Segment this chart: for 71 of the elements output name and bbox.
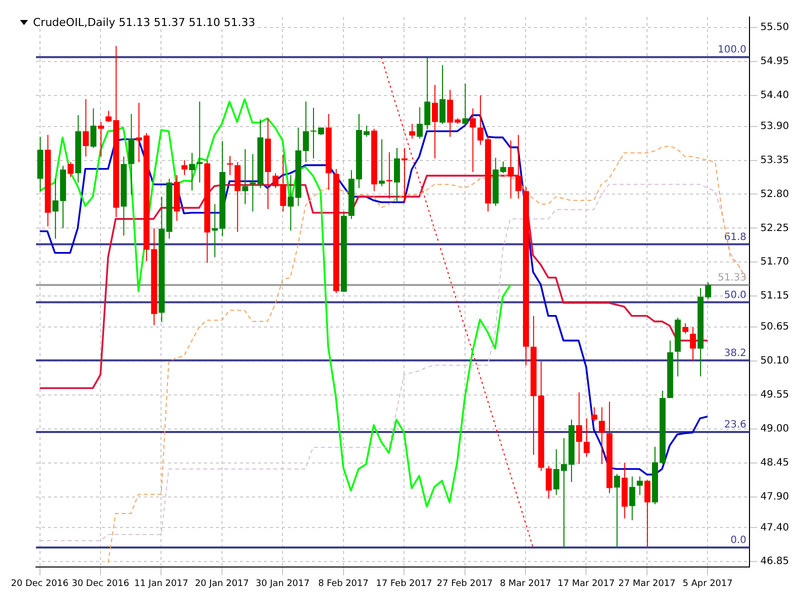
candlestick bbox=[378, 138, 385, 187]
y-tick-label: 53.90 bbox=[760, 120, 790, 132]
candlestick bbox=[470, 108, 476, 172]
candlestick bbox=[546, 465, 552, 500]
y-tick-label: 46.85 bbox=[760, 556, 790, 568]
x-tick-label: 27 Mar 2017 bbox=[618, 578, 676, 589]
x-tick-label: 20 Jan 2017 bbox=[194, 578, 249, 589]
candlestick bbox=[576, 392, 582, 465]
line-series bbox=[39, 184, 746, 542]
y-tick-label: 49.00 bbox=[760, 423, 790, 434]
line-series bbox=[108, 146, 746, 564]
y-tick-label: 50.65 bbox=[760, 322, 790, 333]
x-tick-label: 5 Apr 2017 bbox=[682, 578, 733, 589]
ref-line-label: 51.33 bbox=[718, 272, 746, 284]
candlestick bbox=[68, 162, 74, 178]
candlestick bbox=[508, 140, 514, 200]
candlestick bbox=[629, 476, 636, 521]
y-tick-label: 51.15 bbox=[760, 290, 790, 302]
annotation: 38.2 bbox=[724, 348, 746, 359]
candlestick bbox=[515, 134, 522, 200]
y-tick-label: 52.25 bbox=[760, 222, 790, 234]
annotation: 100.0 bbox=[718, 44, 746, 56]
candlestick bbox=[591, 406, 598, 422]
chart-title: CrudeOIL,Daily 51.13 51.37 51.10 51.33 bbox=[33, 16, 256, 29]
x-tick-label: 8 Mar 2017 bbox=[500, 578, 552, 589]
annotation: 0.0 bbox=[730, 535, 746, 546]
candlestick bbox=[432, 84, 438, 159]
y-tick-label: 52.80 bbox=[760, 188, 790, 200]
candlestick bbox=[690, 326, 696, 362]
candlestick bbox=[402, 147, 408, 203]
candlestick bbox=[598, 406, 605, 465]
candlestick bbox=[636, 476, 643, 496]
candlestick bbox=[682, 322, 688, 334]
candlestick bbox=[196, 101, 203, 183]
candlestick bbox=[386, 152, 392, 200]
y-tick-label: 48.45 bbox=[760, 457, 790, 468]
candlestick bbox=[440, 64, 446, 124]
y-tick-label: 47.40 bbox=[760, 522, 790, 534]
candlestick bbox=[424, 57, 430, 130]
candlestick bbox=[90, 108, 96, 148]
y-tick-label: 49.55 bbox=[760, 390, 790, 401]
annotation: 61.8 bbox=[724, 232, 746, 243]
candlestick bbox=[181, 160, 188, 176]
y-tick-label: 51.70 bbox=[760, 256, 790, 268]
x-tick-label: 8 Feb 2017 bbox=[318, 578, 368, 589]
candlestick bbox=[409, 123, 416, 140]
candlestick bbox=[82, 98, 89, 158]
y-tick-label: 55.50 bbox=[760, 22, 790, 34]
annotation: 50.0 bbox=[724, 290, 746, 301]
x-tick-label: 27 Feb 2017 bbox=[436, 578, 493, 589]
x-tick-label: 30 Dec 2016 bbox=[72, 578, 130, 589]
x-tick-label: 17 Feb 2017 bbox=[376, 578, 432, 589]
y-tick-label: 54.40 bbox=[760, 90, 790, 102]
candlestick bbox=[462, 83, 468, 126]
candlestick bbox=[584, 418, 590, 458]
y-tick-label: 47.90 bbox=[760, 491, 790, 502]
x-tick-label: 20 Dec 2016 bbox=[11, 578, 69, 589]
candlestick bbox=[614, 473, 620, 549]
candlestick bbox=[416, 106, 423, 140]
y-tick-label: 50.10 bbox=[760, 356, 790, 367]
candlestick bbox=[242, 148, 248, 205]
candlestick bbox=[98, 121, 104, 158]
candlestick bbox=[644, 480, 650, 549]
annotation: 23.6 bbox=[724, 420, 746, 431]
x-tick-label: 11 Jan 2017 bbox=[134, 578, 188, 589]
x-tick-label: 17 Mar 2017 bbox=[558, 578, 615, 589]
x-tick-label: 30 Jan 2017 bbox=[256, 578, 310, 589]
y-tick-label: 53.35 bbox=[760, 154, 790, 166]
candlestick bbox=[288, 174, 294, 232]
y-tick-label: 54.95 bbox=[760, 56, 790, 68]
candlestick bbox=[189, 152, 196, 192]
